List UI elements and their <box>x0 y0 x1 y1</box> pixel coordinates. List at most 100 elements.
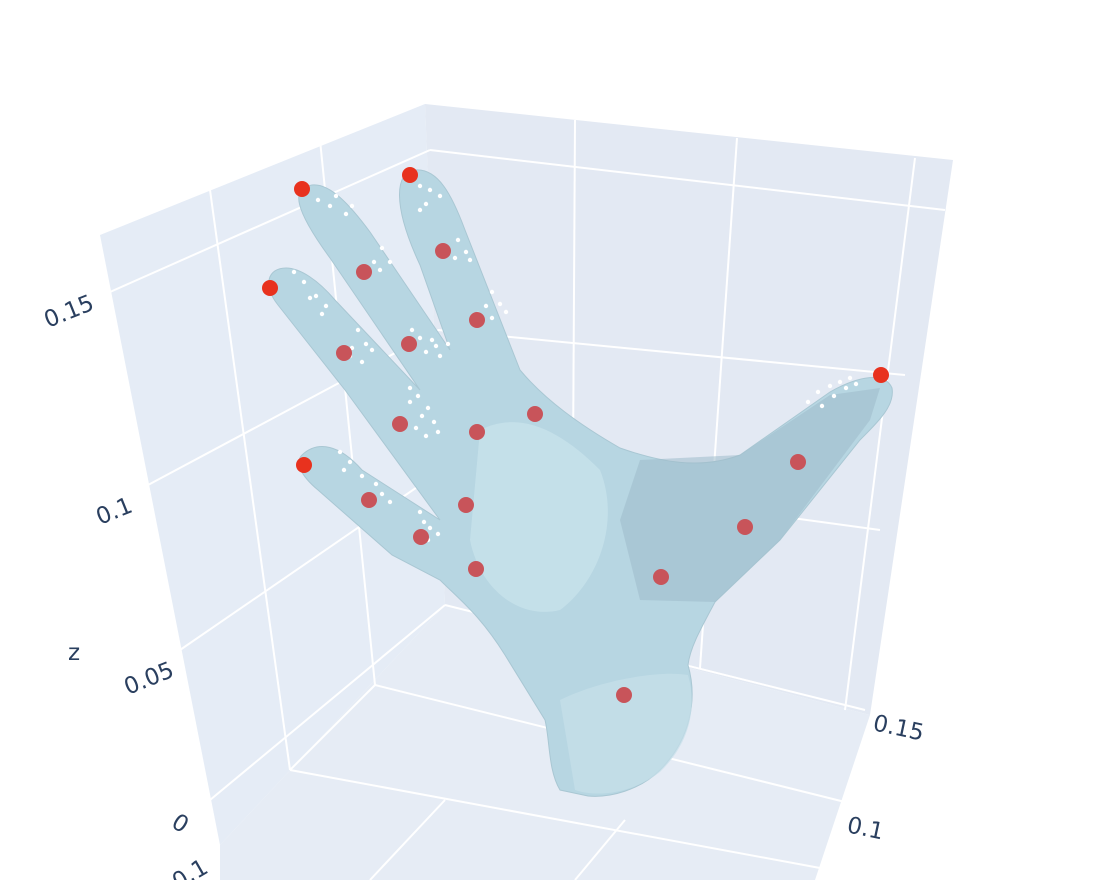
contact-point <box>853 381 859 387</box>
joint-marker <box>413 529 429 545</box>
contact-point <box>437 193 443 199</box>
gridline <box>289 769 821 869</box>
z-tick-label: 0.1 <box>93 493 137 531</box>
z-axis-title: z <box>68 640 80 666</box>
joint-marker <box>392 416 408 432</box>
contact-point <box>427 525 433 531</box>
contact-point <box>359 359 365 365</box>
contact-point <box>415 393 421 399</box>
contact-point <box>323 303 329 309</box>
contact-point <box>343 211 349 217</box>
y-tick-label: 0.15 <box>871 710 927 746</box>
contact-point <box>377 267 383 273</box>
contact-point <box>433 343 439 349</box>
joint-marker <box>458 497 474 513</box>
joint-marker <box>468 561 484 577</box>
contact-point <box>429 337 435 343</box>
contact-point <box>301 279 307 285</box>
contact-point <box>347 459 353 465</box>
gridline <box>437 329 906 376</box>
joint-marker <box>469 312 485 328</box>
contact-point <box>435 429 441 435</box>
contact-point <box>359 473 365 479</box>
fingertip-marker <box>294 181 310 197</box>
contact-point <box>843 385 849 391</box>
palm-highlight <box>470 422 608 612</box>
contact-point <box>463 249 469 255</box>
contact-point <box>423 433 429 439</box>
contact-point <box>379 245 385 251</box>
joint-marker <box>790 454 806 470</box>
contact-point <box>489 315 495 321</box>
contact-point <box>337 449 343 455</box>
joint-marker <box>336 345 352 361</box>
fingertip-marker <box>402 167 418 183</box>
contact-point <box>291 269 297 275</box>
joint-marker <box>356 264 372 280</box>
contact-point <box>427 187 433 193</box>
contact-point <box>489 289 495 295</box>
y-tick-label: 0.1 <box>845 812 886 845</box>
contact-point <box>455 237 461 243</box>
contact-point <box>445 341 451 347</box>
hand-mesh <box>268 169 893 797</box>
contact-point <box>417 509 423 515</box>
gridline <box>109 149 431 293</box>
joint-marker <box>361 492 377 508</box>
contact-point <box>371 259 377 265</box>
contact-point <box>315 197 321 203</box>
contact-point <box>827 383 833 389</box>
contact-point <box>387 499 393 505</box>
contact-point <box>369 347 375 353</box>
contact-point <box>837 379 843 385</box>
contact-point <box>452 255 458 261</box>
contact-point <box>435 531 441 537</box>
x-tick-label: 0.1 <box>168 854 213 880</box>
floor <box>220 605 870 880</box>
gridline <box>147 329 439 486</box>
contact-point <box>425 405 431 411</box>
contact-point <box>327 203 333 209</box>
contact-point <box>333 193 339 199</box>
gridline <box>844 157 916 711</box>
fingertip-marker <box>873 367 889 383</box>
contact-point <box>355 327 361 333</box>
joint-marker <box>737 519 753 535</box>
contact-point <box>819 403 825 409</box>
contact-point <box>379 491 385 497</box>
contact-point <box>847 375 853 381</box>
gridline <box>429 149 946 211</box>
fingertip-marker <box>296 457 312 473</box>
contact-point <box>417 207 423 213</box>
gridline <box>209 189 291 771</box>
wrist-shade <box>560 673 692 794</box>
joint-marker <box>469 424 485 440</box>
contact-point <box>831 393 837 399</box>
contact-point <box>417 335 423 341</box>
palm-shade <box>620 388 880 602</box>
contact-point <box>805 399 811 405</box>
contact-point <box>319 311 325 317</box>
z-tick-label: 0.15 <box>41 290 98 333</box>
contact-point <box>421 519 427 525</box>
z-tick-label: 0.05 <box>121 657 178 700</box>
z-tick-label: 0 <box>167 809 193 839</box>
contact-point <box>373 481 379 487</box>
joint-marker <box>401 336 417 352</box>
contact-point <box>503 309 509 315</box>
contact-point <box>417 183 423 189</box>
contact-point <box>419 413 425 419</box>
joint-markers <box>336 243 806 703</box>
gridline <box>209 604 446 801</box>
contact-point <box>437 353 443 359</box>
gridline <box>369 799 446 880</box>
contact-point <box>423 201 429 207</box>
gridline <box>289 684 376 771</box>
contact-point <box>363 341 369 347</box>
gridline <box>574 819 626 880</box>
contact-point <box>349 203 355 209</box>
contact-point <box>483 303 489 309</box>
contact-point <box>431 419 437 425</box>
joint-marker <box>616 687 632 703</box>
